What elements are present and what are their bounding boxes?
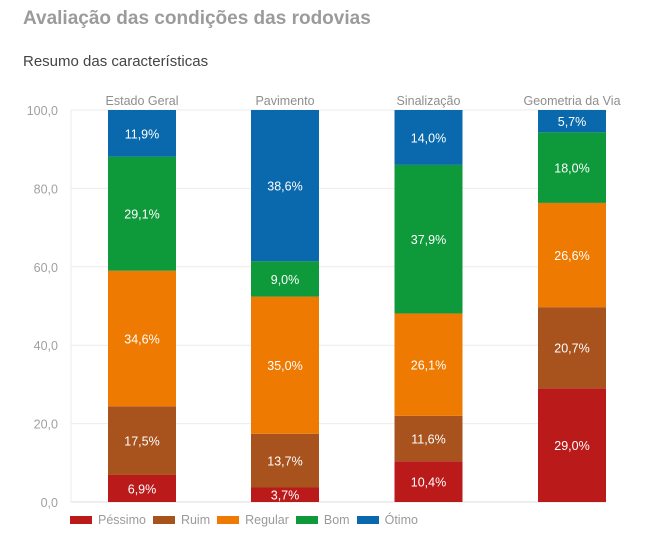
bar-segment-pessimo [538, 388, 606, 502]
legend-item: Ótimo [356, 513, 418, 527]
bar-segment-bom [394, 164, 463, 314]
bar-segment-ruim [394, 415, 463, 462]
y-tick-label: 100,0 [27, 104, 58, 118]
data-label: 11,9% [125, 127, 160, 141]
bar-segment-otimo [108, 110, 176, 157]
data-label: 10,4% [411, 476, 446, 490]
chart-subtitle: Resumo das características [23, 53, 209, 70]
bar-segment-ruim [538, 307, 606, 389]
data-label: 13,7% [267, 455, 302, 469]
legend-item: Péssimo [70, 513, 146, 527]
data-label: 5,7% [558, 115, 587, 129]
legend-swatch [295, 516, 318, 524]
data-label: 11,6% [411, 432, 446, 446]
category-label: Geometria da Via [523, 94, 620, 108]
data-label: 35,0% [267, 359, 302, 373]
y-tick-label: 40,0 [34, 339, 58, 353]
data-label: 37,9% [411, 233, 446, 247]
data-label: 20,7% [554, 342, 589, 356]
y-tick-label: 60,0 [34, 261, 58, 275]
bar-segment-regular [108, 270, 176, 407]
bar-segment-otimo [251, 110, 319, 262]
legend-item: Regular [217, 513, 289, 527]
bar-segment-otimo [394, 110, 463, 165]
bar-segment-regular [394, 313, 463, 416]
legend-label: Ruim [180, 513, 211, 527]
data-label: 34,6% [124, 333, 159, 347]
data-label: 14,0% [411, 131, 446, 145]
bar-segment-ruim [251, 433, 319, 488]
data-label: 26,1% [411, 359, 446, 373]
data-label: 29,1% [124, 208, 159, 222]
category-label: Pavimento [255, 94, 314, 108]
data-label: 17,5% [124, 435, 159, 449]
legend-label: Ótimo [384, 513, 418, 527]
data-label: 18,0% [554, 162, 589, 176]
bar-segment-bom [108, 156, 176, 271]
data-label: 9,0% [271, 273, 300, 287]
data-label: 6,9% [128, 482, 157, 496]
legend-swatch [356, 516, 379, 524]
legend-item: Ruim [152, 513, 211, 527]
legend: Péssimo Ruim Regular Bom Ótimo [70, 513, 425, 527]
y-tick-label: 0,0 [41, 496, 58, 510]
bar-segment-ruim [108, 406, 176, 475]
bars-layer: 6,9% 17,5% 34,6% 29,1% 11,9% 3,7% 13,7% 35,0% 9,… [108, 110, 606, 503]
legend-label: Regular [245, 513, 289, 527]
bar-segment-pessimo [251, 487, 319, 502]
category-labels: Estado Geral Pavimento Sinalização Geometri… [106, 94, 621, 108]
data-label: 29,0% [554, 439, 589, 453]
page-title: Avaliação das condições das rodovias [23, 8, 371, 29]
legend-item: Bom [295, 513, 350, 527]
bar-segment-regular [251, 296, 319, 434]
legend-swatch [70, 516, 92, 524]
legend-label: Péssimo [98, 513, 146, 527]
bar-segment-pessimo [394, 461, 463, 502]
legend-swatch [217, 516, 240, 524]
category-label: Sinalização [397, 94, 461, 108]
legend-label: Bom [323, 513, 350, 527]
bar-segment-pessimo [108, 474, 176, 502]
data-label: 38,6% [267, 180, 302, 194]
y-tick-label: 20,0 [34, 418, 58, 432]
bar-segment-otimo [538, 110, 606, 133]
bar-segment-regular [538, 202, 606, 308]
data-label: 3,7% [271, 489, 300, 503]
category-label: Estado Geral [106, 94, 179, 108]
data-label: 26,6% [554, 249, 589, 263]
bar-segment-bom [251, 261, 319, 297]
y-tick-label: 80,0 [34, 182, 58, 196]
bar-segment-bom [538, 132, 606, 203]
legend-swatch [152, 516, 175, 524]
y-axis: 0,0 20,0 40,0 60,0 80,0 100,0 [27, 104, 58, 510]
